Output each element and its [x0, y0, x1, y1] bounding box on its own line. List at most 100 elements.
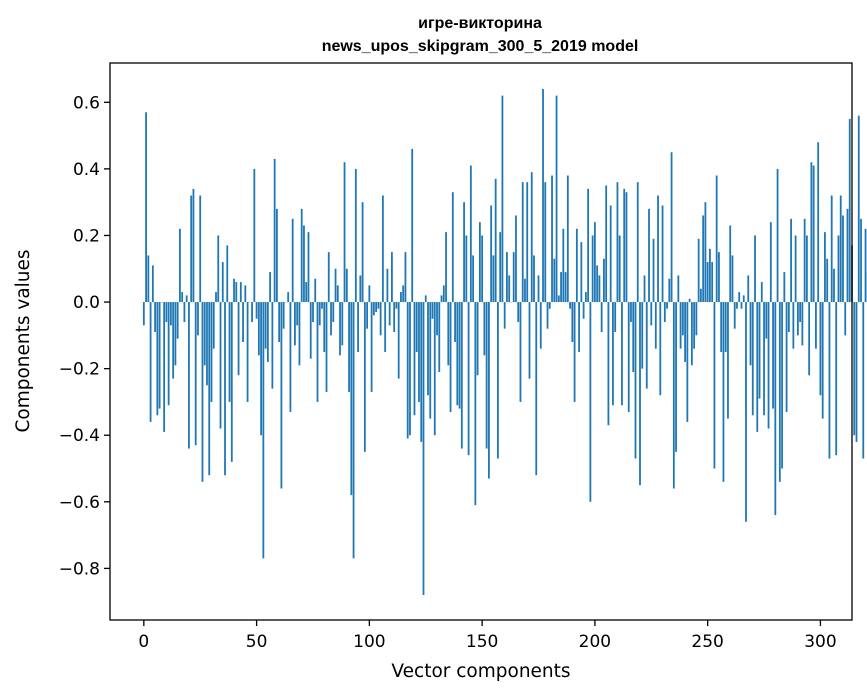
bar-270 [751, 302, 754, 416]
bar-294 [805, 235, 808, 303]
bar-191 [573, 302, 576, 402]
bar-276 [765, 302, 768, 339]
bar-251 [709, 248, 711, 303]
bar-257 [722, 302, 725, 482]
bar-313 [848, 118, 851, 303]
bar-168 [521, 182, 524, 303]
bar-235 [672, 302, 675, 489]
y-tick-label: 0.6 [73, 93, 100, 113]
bar-266 [742, 295, 745, 303]
bar-203 [600, 302, 603, 333]
bar-247 [699, 288, 702, 303]
bar-303 [826, 258, 829, 303]
bar-0 [142, 302, 145, 326]
bar-45 [244, 285, 247, 303]
bar-205 [605, 185, 608, 303]
bar-46 [246, 302, 249, 402]
y-tick-label: −0.8 [59, 559, 100, 579]
bar-261 [731, 255, 734, 303]
bar-250 [706, 262, 709, 303]
bar-125 [424, 295, 427, 303]
bar-320 [864, 228, 867, 303]
bar-90 [345, 268, 348, 303]
bar-229 [659, 302, 662, 396]
bar-11 [167, 302, 170, 406]
bar-107 [384, 302, 387, 352]
bar-118 [409, 302, 411, 436]
bar-218 [634, 302, 637, 459]
bar-6 [156, 302, 159, 416]
bar-122 [418, 302, 420, 402]
bar-152 [485, 302, 488, 449]
bar-154 [490, 205, 493, 303]
bar-316 [855, 302, 858, 442]
bar-38 [228, 302, 231, 402]
bar-156 [494, 178, 497, 303]
bar-69 [298, 302, 301, 366]
bar-219 [636, 182, 639, 303]
bar-93 [352, 302, 355, 559]
bar-60 [278, 302, 281, 342]
bar-282 [778, 302, 781, 482]
bar-196 [584, 292, 587, 303]
bar-166 [517, 302, 520, 323]
bar-58 [273, 158, 276, 303]
bar-135 [447, 302, 450, 366]
bar-20 [188, 302, 190, 449]
bar-297 [812, 165, 815, 303]
bar-100 [368, 285, 371, 303]
bar-273 [758, 302, 761, 399]
bar-309 [839, 195, 842, 303]
bar-71 [303, 225, 305, 303]
bar-150 [481, 235, 484, 303]
bar-269 [749, 302, 752, 366]
bar-23 [194, 302, 197, 446]
bar-51 [257, 302, 260, 356]
bar-25 [199, 195, 202, 303]
bar-64 [287, 292, 290, 303]
bar-272 [756, 302, 759, 432]
bar-254 [715, 175, 718, 303]
bar-77 [316, 302, 319, 402]
bar-160 [503, 302, 506, 329]
bar-284 [783, 272, 786, 303]
bar-36 [224, 302, 226, 476]
bar-17 [181, 292, 184, 303]
bar-292 [801, 302, 804, 346]
bar-279 [772, 302, 774, 409]
bar-52 [260, 302, 262, 436]
bar-195 [582, 302, 585, 319]
bar-14 [174, 302, 177, 366]
bar-54 [264, 302, 267, 349]
bar-9 [163, 302, 166, 432]
bar-104 [377, 302, 380, 309]
bar-30 [210, 302, 213, 402]
bar-137 [451, 192, 454, 303]
bar-24 [197, 302, 199, 336]
bar-239 [681, 302, 684, 336]
bar-72 [305, 282, 308, 303]
bar-174 [535, 302, 538, 476]
bar-194 [580, 242, 583, 303]
bar-318 [860, 218, 862, 303]
bar-288 [792, 302, 795, 349]
bar-225 [650, 302, 653, 326]
bar-55 [266, 302, 269, 362]
bar-283 [781, 302, 783, 469]
bar-89 [343, 162, 346, 303]
x-tick-label: 100 [353, 632, 385, 652]
bar-88 [341, 302, 344, 346]
bar-99 [366, 302, 368, 329]
bar-213 [623, 188, 626, 303]
bar-39 [230, 302, 233, 462]
x-tick-label: 200 [579, 632, 611, 652]
bar-115 [402, 285, 405, 303]
bar-176 [539, 302, 542, 349]
bar-201 [596, 265, 599, 303]
bar-37 [226, 245, 229, 303]
bar-216 [630, 302, 632, 323]
bar-29 [208, 302, 211, 476]
bar-22 [192, 188, 195, 303]
bar-252 [711, 262, 714, 303]
bar-157 [497, 302, 499, 459]
